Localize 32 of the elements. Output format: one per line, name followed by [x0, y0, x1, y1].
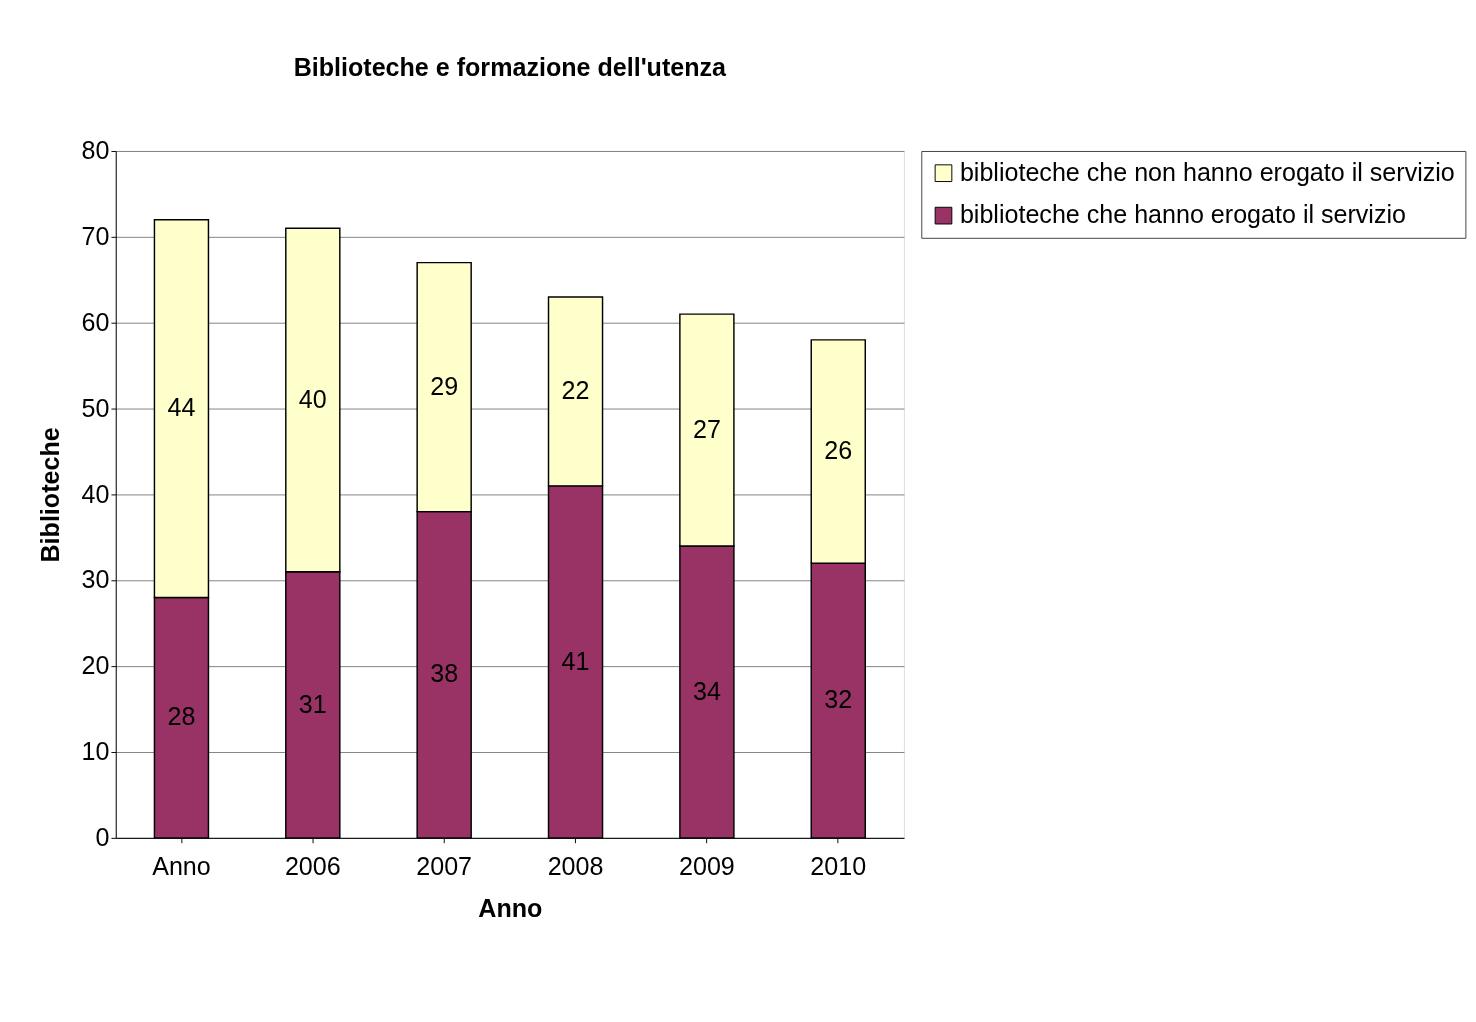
y-tick-label: 80: [81, 136, 110, 165]
data-label: 26: [824, 436, 853, 465]
x-tick-label: 2008: [547, 852, 604, 881]
x-tick-label: 2006: [284, 852, 341, 881]
y-axis-title: Biblioteche: [36, 427, 65, 563]
legend-label: biblioteche che hanno erogato il servizio: [959, 200, 1407, 229]
y-tick-label: 50: [81, 393, 110, 422]
data-label: 38: [430, 659, 459, 688]
legend-label: biblioteche che non hanno erogato il servizio: [959, 157, 1455, 186]
chart-title: Biblioteche e formazione dell'utenza: [293, 52, 728, 81]
data-label: 29: [430, 371, 459, 400]
data-label: 40: [298, 384, 327, 413]
x-tick-label: 2009: [678, 852, 735, 881]
y-tick-label: 40: [81, 479, 110, 508]
data-label: 22: [561, 376, 590, 405]
data-label: 32: [824, 685, 853, 714]
x-tick-label: Anno: [152, 852, 211, 881]
data-label: 44: [167, 393, 196, 422]
y-tick-label: 60: [81, 307, 110, 336]
y-tick-label: 0: [95, 823, 110, 852]
x-tick-label: 2007: [416, 852, 473, 881]
data-label: 41: [561, 646, 590, 675]
y-tick-label: 30: [81, 565, 110, 594]
data-label: 27: [692, 414, 721, 443]
data-label: 34: [692, 676, 721, 705]
y-tick-label: 70: [81, 222, 110, 251]
x-axis-title: Anno: [478, 894, 543, 923]
y-tick-label: 10: [81, 737, 110, 766]
x-tick-label: 2010: [810, 852, 867, 881]
y-tick-label: 20: [81, 651, 110, 680]
data-label: 28: [167, 702, 196, 731]
data-label: 31: [298, 689, 327, 718]
